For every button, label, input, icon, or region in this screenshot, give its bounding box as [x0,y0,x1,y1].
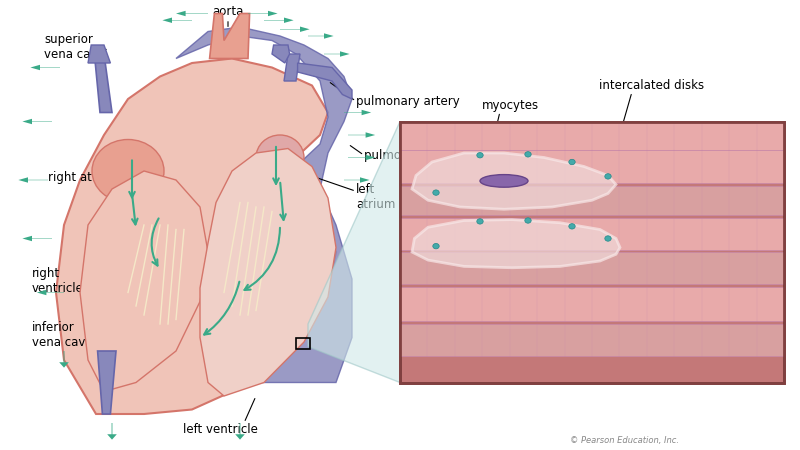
Text: aorta: aorta [212,5,244,18]
PathPatch shape [56,58,336,414]
Bar [400,218,784,250]
Text: left ventricle: left ventricle [182,423,258,436]
Bar [400,252,784,284]
FancyArrow shape [344,110,371,115]
Text: left
atrium: left atrium [356,183,395,211]
Polygon shape [210,14,250,58]
PathPatch shape [412,220,620,268]
FancyArrow shape [344,177,370,183]
Text: pulmonary artery: pulmonary artery [356,95,460,108]
FancyArrow shape [235,423,245,440]
PathPatch shape [176,27,352,382]
Text: right
ventricle: right ventricle [32,267,84,295]
Ellipse shape [605,236,611,241]
Polygon shape [98,351,116,414]
FancyArrow shape [280,27,310,32]
Bar [400,122,784,149]
FancyArrow shape [22,236,52,241]
Ellipse shape [477,153,483,158]
Polygon shape [284,54,300,81]
Bar [400,149,784,184]
Text: © Pearson Education, Inc.: © Pearson Education, Inc. [570,436,678,446]
FancyArrow shape [107,423,117,440]
FancyArrow shape [59,351,69,368]
FancyArrow shape [22,119,52,124]
Ellipse shape [433,190,439,195]
Polygon shape [298,63,352,99]
Text: myocytes: myocytes [482,99,539,112]
FancyArrow shape [348,155,375,160]
PathPatch shape [200,148,336,396]
Bar [400,185,784,215]
Ellipse shape [477,219,483,224]
Bar [400,324,784,356]
Ellipse shape [433,243,439,249]
Bar [400,122,784,382]
Text: intercalated disks: intercalated disks [599,79,705,92]
Ellipse shape [480,175,528,187]
FancyArrow shape [176,11,208,16]
Text: inferior
vena cava: inferior vena cava [32,321,93,349]
FancyArrow shape [162,18,192,23]
PathPatch shape [80,171,208,392]
FancyArrow shape [30,65,60,70]
Polygon shape [308,122,400,382]
Polygon shape [94,54,112,112]
Ellipse shape [525,218,531,223]
Ellipse shape [569,224,575,229]
Text: pulmonary veins: pulmonary veins [364,149,462,162]
Bar [296,338,310,349]
Ellipse shape [605,174,611,179]
Polygon shape [272,45,290,63]
Text: superior
vena cava: superior vena cava [44,33,105,61]
Bar [400,287,784,320]
Ellipse shape [569,159,575,165]
Ellipse shape [256,135,304,180]
FancyArrow shape [324,51,350,57]
Bar [400,122,784,382]
FancyArrow shape [348,132,375,138]
FancyArrow shape [308,33,334,39]
Ellipse shape [92,140,164,202]
Ellipse shape [525,152,531,157]
FancyArrow shape [264,18,294,23]
FancyArrow shape [18,177,48,183]
Text: right atrium: right atrium [48,171,119,184]
FancyArrow shape [37,290,64,295]
FancyArrow shape [248,11,278,16]
PathPatch shape [412,153,616,209]
Polygon shape [88,45,110,63]
